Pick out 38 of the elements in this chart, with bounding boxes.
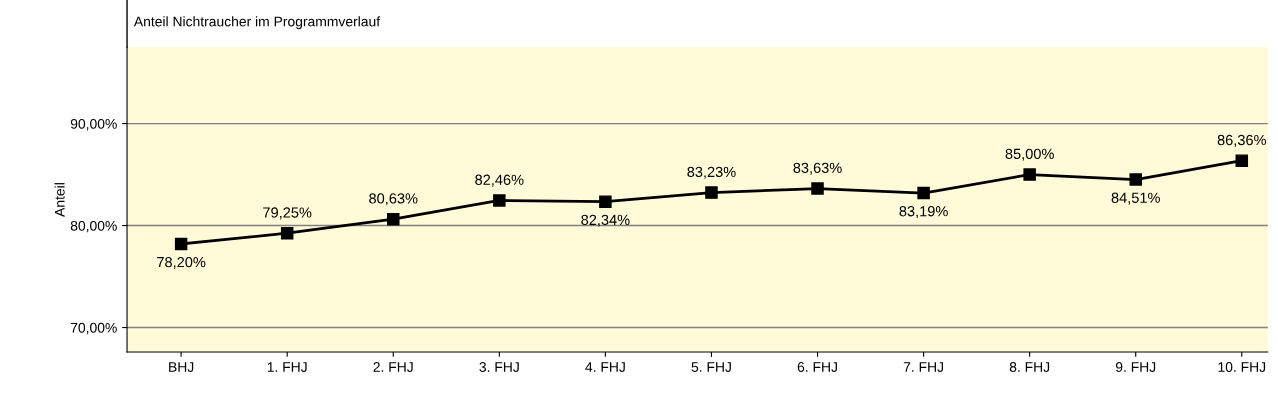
x-tick-label: 10. FHJ [1218, 362, 1266, 372]
x-tick-label: 7. FHJ [903, 362, 944, 372]
data-label: 80,63% [369, 193, 418, 206]
x-tick-label: BHJ [169, 362, 194, 372]
point [705, 186, 718, 199]
x-tick-label: 9. FHJ [1115, 362, 1156, 372]
data-label: 82,34% [581, 214, 630, 227]
y-tick-label: 90,00% [70, 118, 117, 131]
x-tick-label: 2. FHJ [373, 362, 413, 372]
point [493, 194, 506, 207]
x-tick-label: 4. FHJ [585, 362, 625, 372]
point [1023, 168, 1036, 181]
y-tick-label: 70,00% [70, 322, 117, 335]
data-label: 79,25% [263, 207, 312, 220]
data-label: 78,20% [157, 256, 206, 269]
x-tick-label: 6. FHJ [797, 362, 837, 372]
data-label: 82,46% [475, 174, 524, 187]
data-label: 83,63% [793, 162, 842, 175]
point [599, 195, 612, 208]
y-axis-title: Anteil [54, 183, 65, 217]
data-label: 83,19% [899, 206, 948, 219]
data-label: 86,36% [1217, 134, 1266, 147]
point [1129, 173, 1142, 186]
point [1235, 154, 1249, 167]
x-tick-label: 3. FHJ [479, 362, 519, 372]
x-tick-label: 5. FHJ [691, 362, 731, 372]
data-label: 84,51% [1111, 192, 1160, 205]
y-tick-label: 80,00% [70, 220, 117, 233]
data-label: 83,23% [687, 166, 736, 179]
point [917, 186, 930, 200]
x-tick-label: 8. FHJ [1009, 362, 1050, 372]
x-tick-label: 1. FHJ [267, 362, 307, 372]
point [811, 182, 824, 195]
chart-title: Anteil Nichtraucher im Programmverlauf [133, 16, 381, 30]
point [280, 226, 294, 240]
point [387, 212, 400, 226]
data-label: 85,00% [1005, 148, 1054, 161]
point [174, 237, 188, 251]
